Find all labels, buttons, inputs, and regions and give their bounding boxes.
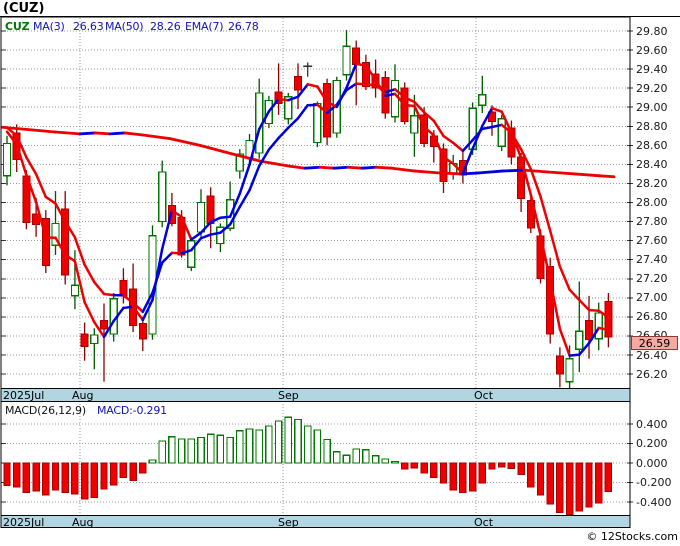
month-label-bottom: 2025Jul bbox=[3, 515, 45, 529]
price-axis-tick: 28.80 bbox=[636, 119, 668, 133]
legend-ma3-value: 26.63 bbox=[73, 20, 104, 33]
price-axis-tick: 29.00 bbox=[636, 100, 668, 114]
macd-axis-tick: 0.200 bbox=[636, 437, 668, 450]
legend-ma50-value: 28.26 bbox=[150, 20, 181, 33]
copyright-watermark: © 12Stocks.com bbox=[586, 530, 678, 543]
macd-axis-tick: -0.400 bbox=[636, 495, 672, 509]
price-axis-tick: 26.20 bbox=[636, 367, 668, 381]
month-label-top: Sep bbox=[278, 388, 299, 402]
month-label-bottom: Aug bbox=[72, 515, 94, 529]
month-label-top: Aug bbox=[72, 388, 94, 402]
month-label-top: 2025Jul bbox=[3, 388, 45, 402]
price-axis-tick: 27.80 bbox=[636, 215, 668, 229]
price-axis-tick: 27.00 bbox=[636, 291, 668, 305]
legend-ema7-value: 26.78 bbox=[228, 20, 259, 33]
month-label-top: Oct bbox=[474, 388, 494, 402]
price-axis-tick: 26.40 bbox=[636, 348, 668, 362]
price-axis-tick: 29.20 bbox=[636, 81, 668, 95]
macd-axis-tick: 0.400 bbox=[636, 417, 668, 431]
price-axis-tick: 27.40 bbox=[636, 253, 668, 267]
legend-ma50-label: MA(50) bbox=[105, 20, 144, 33]
price-axis-tick: 28.60 bbox=[636, 138, 668, 152]
macd-axis-tick: 0.000 bbox=[636, 456, 668, 470]
price-axis-tick: 27.20 bbox=[636, 272, 668, 286]
month-label-bottom: Sep bbox=[278, 515, 299, 529]
last-price-badge: 26.59 bbox=[631, 336, 678, 350]
price-axis-tick: 28.20 bbox=[636, 176, 668, 190]
page-title: (CUZ) bbox=[3, 1, 45, 16]
price-axis-tick: 26.60 bbox=[636, 330, 668, 341]
macd-params-label: MACD(26,12,9) bbox=[5, 404, 86, 417]
month-label-bottom: Oct bbox=[474, 515, 494, 529]
macd-value-label: MACD:-0.291 bbox=[97, 404, 167, 417]
macd-axis-tick: -0.200 bbox=[636, 476, 672, 489]
price-axis-tick: 28.40 bbox=[636, 157, 668, 171]
price-axis-tick: 27.60 bbox=[636, 234, 668, 248]
price-axis-tick: 29.80 bbox=[636, 24, 668, 38]
price-axis-tick: 28.00 bbox=[636, 196, 668, 210]
price-axis-tick: 29.60 bbox=[636, 43, 668, 57]
legend-ema7-label: EMA(7) bbox=[185, 20, 224, 33]
price-axis-tick: 29.40 bbox=[636, 62, 668, 76]
legend-symbol: CUZ bbox=[5, 20, 30, 33]
legend-ma3-label: MA(3) bbox=[33, 20, 65, 33]
price-axis-tick: 26.80 bbox=[636, 310, 668, 324]
